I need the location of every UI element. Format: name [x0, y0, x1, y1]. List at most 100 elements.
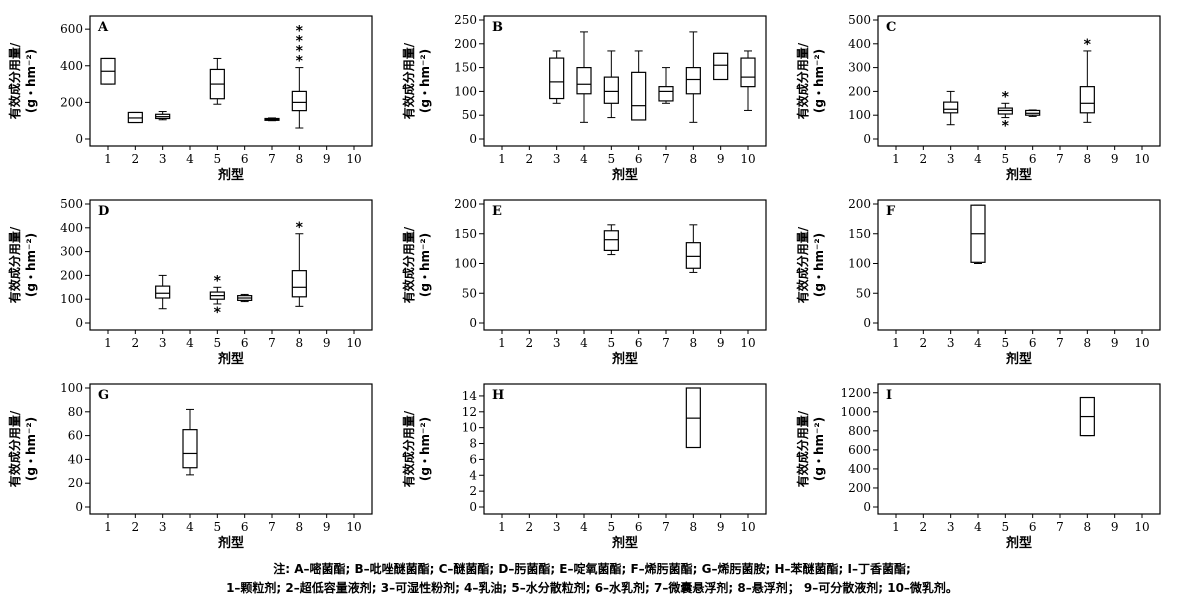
y-tick-label: 0	[75, 132, 83, 146]
y-tick-label: 50	[856, 286, 871, 300]
x-tick-label: 7	[1056, 520, 1064, 534]
panel-e: E 0 50 100 150 200 1 2 3 4 5 6 7 8 9 10 剂型 有效成分用量/(g・hm⁻²…	[401, 197, 767, 367]
y-tick-label: 200	[848, 481, 871, 495]
x-tick-label: 1	[104, 336, 112, 350]
y-tick-label: 600	[848, 443, 871, 457]
box-iqr	[576, 66, 592, 95]
note-line-compounds: 注: A–嘧菌酯; B–吡唑醚菌酯; C–醚菌酯; D–肟菌酯; E–啶氧菌酯;…	[273, 562, 911, 576]
x-tick-label: 5	[608, 520, 616, 534]
x-tick-label: 1	[498, 336, 506, 350]
x-tick-label: 5	[608, 152, 616, 166]
box-5	[603, 224, 619, 256]
y-axis-label: 有效成分用量/	[401, 42, 416, 119]
box-8: *	[1079, 37, 1095, 123]
x-tick-label: 1	[104, 152, 112, 166]
y-tick-label: 0	[863, 500, 871, 514]
x-tick-label: 3	[553, 336, 561, 350]
y-tick-label: 800	[848, 424, 871, 438]
y-axis-unit: (g・hm⁻²)	[812, 49, 826, 113]
x-axis-label: 剂型	[611, 535, 638, 551]
x-tick-label: 10	[1134, 152, 1149, 166]
panel-b: B 0 50 100 150 200 250 1 2 3 4 5 6 7 8 9 10 剂型 有效成分用量/(g・h…	[401, 13, 767, 183]
panel-letter: F	[886, 204, 896, 219]
y-tick-label: 0	[469, 132, 477, 146]
box-iqr	[713, 52, 729, 81]
figure-note: 注: A–嘧菌酯; B–吡唑醚菌酯; C–醚菌酯; D–肟菌酯; E–啶氧菌酯;…	[0, 560, 1184, 598]
x-tick-label: 5	[214, 520, 222, 534]
panel-letter: G	[98, 388, 109, 403]
x-tick-label: 1	[498, 520, 506, 534]
x-tick-label: 3	[947, 336, 955, 350]
y-tick-label: 200	[454, 37, 477, 51]
y-axis-unit: (g・hm⁻²)	[24, 417, 38, 481]
y-tick-label: 100	[60, 292, 83, 306]
panel-letter: D	[98, 204, 109, 219]
y-axis-label: 有效成分用量/	[7, 226, 22, 303]
y-tick-label: 100	[848, 108, 871, 122]
x-tick-label: 7	[662, 336, 670, 350]
box-4	[970, 204, 986, 264]
y-tick-label: 200	[848, 197, 871, 211]
box-iqr	[943, 101, 959, 114]
x-tick-label: 8	[1084, 152, 1092, 166]
y-tick-label: 0	[863, 316, 871, 330]
plot-frame	[89, 15, 373, 147]
y-axis-label: 有效成分用量/	[795, 226, 810, 303]
x-tick-label: 7	[662, 152, 670, 166]
y-tick-label: 12	[462, 405, 477, 419]
y-tick-label: 80	[68, 405, 83, 419]
panel-a: A 0 200 400 600 1 2 3 4 5 6 7 8 9 10 剂型 有效成分用量/(g・hm⁻²) *…	[7, 15, 373, 183]
x-tick-label: 9	[323, 520, 331, 534]
box-8	[1079, 396, 1095, 437]
box-iqr	[182, 429, 198, 469]
x-tick-label: 9	[717, 152, 725, 166]
plot-frame	[89, 199, 373, 331]
y-tick-label: 100	[454, 84, 477, 98]
x-tick-label: 7	[1056, 336, 1064, 350]
box-6	[1025, 109, 1041, 117]
box-6	[237, 293, 253, 303]
outlier-marker: *	[296, 220, 304, 236]
box-5	[209, 57, 225, 105]
x-tick-label: 10	[346, 152, 361, 166]
y-axis-label: 有效成分用量/	[401, 410, 416, 487]
box-iqr	[740, 57, 756, 88]
box-iqr	[549, 57, 565, 100]
note-line-formulations: 1–颗粒剂; 2–超低容量液剂; 3–可湿性粉剂; 4–乳油; 5–水分散粒剂;…	[226, 581, 958, 595]
x-tick-label: 2	[132, 336, 140, 350]
outlier-marker: *	[1002, 89, 1010, 105]
y-axis-label: 有效成分用量/	[401, 226, 416, 303]
y-tick-label: 300	[848, 61, 871, 75]
box-iqr	[685, 66, 701, 95]
x-tick-label: 9	[717, 520, 725, 534]
y-tick-label: 400	[848, 37, 871, 51]
x-tick-label: 4	[580, 336, 588, 350]
x-tick-label: 5	[608, 336, 616, 350]
x-tick-label: 10	[740, 520, 755, 534]
box-iqr	[291, 270, 307, 298]
y-tick-label: 400	[60, 221, 83, 235]
panel-f: F 0 50 100 150 200 1 2 3 4 5 6 7 8 9 10 剂型 有效成分用量/(g・hm⁻²…	[795, 197, 1161, 367]
y-tick-label: 600	[60, 22, 83, 36]
box-8	[685, 387, 701, 449]
y-tick-label: 150	[454, 227, 477, 241]
x-tick-label: 1	[892, 152, 900, 166]
x-tick-label: 10	[346, 520, 361, 534]
y-tick-label: 60	[68, 429, 83, 443]
y-axis-unit: (g・hm⁻²)	[418, 417, 432, 481]
x-tick-label: 6	[241, 152, 249, 166]
x-tick-label: 6	[1029, 336, 1037, 350]
box-iqr	[685, 242, 701, 269]
box-6	[631, 50, 647, 121]
x-axis-label: 剂型	[1005, 535, 1032, 551]
x-tick-label: 10	[1134, 520, 1149, 534]
x-tick-label: 4	[580, 152, 588, 166]
panel-letter: E	[492, 204, 502, 219]
y-tick-label: 100	[454, 257, 477, 271]
x-tick-label: 9	[323, 152, 331, 166]
x-tick-label: 4	[974, 336, 982, 350]
plot-frame	[877, 383, 1161, 515]
x-tick-label: 6	[1029, 152, 1037, 166]
x-tick-label: 6	[635, 336, 643, 350]
